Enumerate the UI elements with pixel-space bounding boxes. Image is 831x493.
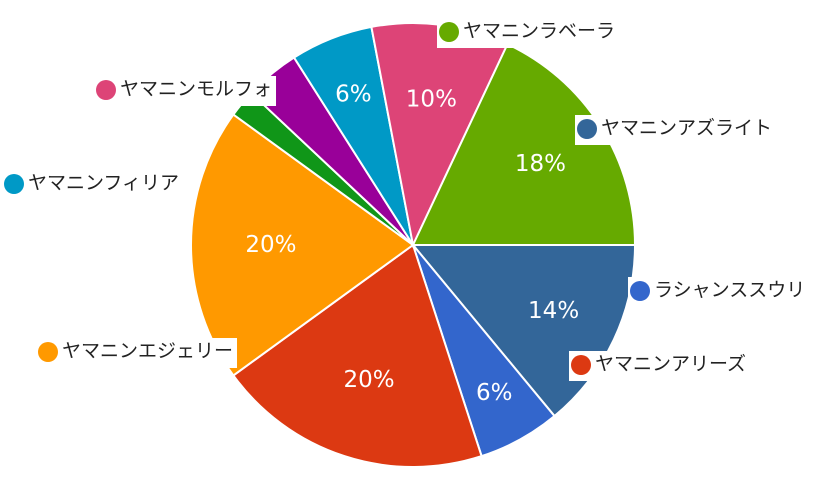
slice-label-3: ヤマニンエジェリー <box>36 338 238 368</box>
slice-label-background-2 <box>569 351 751 381</box>
slice-percent-label-0: 14% <box>528 298 579 324</box>
slice-label-background-8 <box>437 18 620 48</box>
slice-label-background-7 <box>94 76 277 106</box>
slice-label-dot-1 <box>630 281 650 301</box>
slice-label-text-2: ヤマニンアリーズ <box>595 353 746 375</box>
slice-label-background-3 <box>36 338 238 368</box>
slice-percent-label-6: 6% <box>335 81 372 107</box>
slice-percent-label-7: 10% <box>406 87 457 113</box>
slice-label-background-1 <box>628 277 810 307</box>
pie-slice-2 <box>232 243 483 468</box>
slice-label-6: ヤマニンフィリア <box>2 170 184 200</box>
slice-label-dot-3 <box>38 342 58 362</box>
slice-label-0: ヤマニンアズライト <box>575 115 777 145</box>
slice-label-7: ヤマニンモルフォ <box>94 76 277 106</box>
slice-label-text-7: ヤマニンモルフォ <box>120 78 272 100</box>
slice-label-text-0: ヤマニンアズライト <box>601 117 772 139</box>
slice-label-1: ラシャンススウリ <box>628 277 810 307</box>
slice-label-dot-6 <box>4 174 24 194</box>
slice-label-text-3: ヤマニンエジェリー <box>62 340 233 362</box>
slice-label-dot-2 <box>571 355 591 375</box>
slice-label-8: ヤマニンラベーラ <box>437 18 620 48</box>
slice-label-background-0 <box>575 115 777 145</box>
slice-label-dot-0 <box>577 119 597 139</box>
slice-percent-label-2: 20% <box>344 367 395 393</box>
slice-percent-label-8: 18% <box>515 151 566 177</box>
slice-label-text-6: ヤマニンフィリア <box>28 172 179 194</box>
slice-label-background-6 <box>2 170 184 200</box>
slice-label-text-1: ラシャンススウリ <box>654 279 805 301</box>
slice-percent-label-3: 20% <box>245 232 296 258</box>
slice-label-dot-8 <box>439 22 459 42</box>
slice-percent-label-1: 6% <box>476 380 513 406</box>
slice-label-2: ヤマニンアリーズ <box>569 351 751 381</box>
percent-labels-layer: 14% 6% 20% 20% 6% 10% 18% <box>245 81 579 406</box>
slice-label-dot-7 <box>96 80 116 100</box>
slice-label-text-8: ヤマニンラベーラ <box>463 20 615 42</box>
